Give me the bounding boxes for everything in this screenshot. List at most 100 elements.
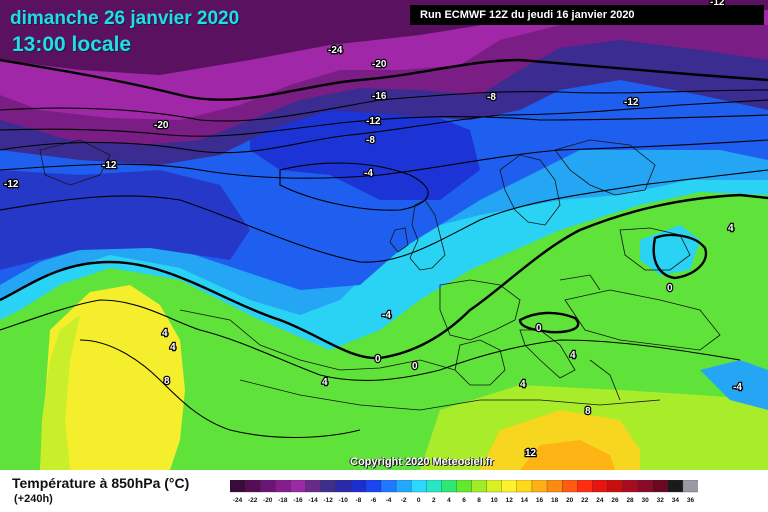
scale-swatch (456, 480, 473, 493)
scale-swatch (471, 480, 488, 493)
scale-swatch (350, 480, 367, 493)
contour-label: 4 (322, 377, 328, 388)
scale-label: 26 (611, 497, 619, 504)
contour-label: -12 (366, 116, 381, 127)
scale-swatch (335, 480, 352, 493)
scale-label: -2 (401, 497, 407, 504)
legend-footer: Température à 850hPa (°C) (+240h) -24 -22… (0, 470, 768, 512)
contour-label: -4 (733, 382, 742, 393)
scale-label: 4 (447, 497, 451, 504)
scale-swatch (682, 480, 698, 493)
scale-swatch (260, 480, 276, 493)
scale-swatch (486, 480, 503, 493)
contour-label: -12 (624, 97, 639, 108)
scale-swatch (320, 480, 337, 493)
scale-swatch (290, 480, 307, 493)
scale-label: 16 (536, 497, 544, 504)
contour-label: -24 (328, 45, 343, 56)
forecast-time: 13:00 locale (12, 33, 132, 56)
scale-swatch (395, 480, 412, 493)
scale-label: -22 (248, 497, 258, 504)
scale-swatch (411, 480, 427, 493)
scale-swatch (426, 480, 443, 493)
scale-swatch (592, 480, 609, 493)
scale-label: 0 (417, 497, 421, 504)
scale-swatch (305, 480, 322, 493)
scale-label: 36 (687, 497, 695, 504)
scale-swatch (577, 480, 593, 493)
scale-label: -12 (323, 497, 333, 504)
scale-label: -24 (233, 497, 243, 504)
scale-label: -4 (386, 497, 392, 504)
contour-label: 0 (667, 283, 673, 294)
scale-label: 32 (657, 497, 665, 504)
contour-label: -4 (382, 310, 391, 321)
contour-label: 12 (525, 448, 537, 459)
scale-label: -8 (355, 497, 361, 504)
contour-label: -8 (366, 135, 375, 146)
color-scale: -24 -22 -20 -18 -16 -14 -12 -10 -8 -6 -4 -2 0 2 4 6 8 10 1… (230, 480, 698, 504)
copyright: Copyright 2020 Meteociel.fr (350, 456, 494, 468)
scale-swatch (546, 480, 563, 493)
scale-swatch (441, 480, 458, 493)
scale-label: -14 (308, 497, 318, 504)
scale-swatch (652, 480, 669, 493)
scale-label: 10 (491, 497, 499, 504)
scale-label: 24 (596, 497, 604, 504)
scale-label: 30 (642, 497, 650, 504)
scale-label: -6 (371, 497, 377, 504)
contour-label: -12 (710, 0, 725, 8)
scale-label: 2 (432, 497, 436, 504)
scale-label: 28 (626, 497, 634, 504)
scale-swatch (607, 480, 624, 493)
contour-label: 8 (585, 406, 591, 417)
contour-label: -20 (154, 120, 169, 131)
scale-swatch (365, 480, 382, 493)
contour-label: 0 (375, 354, 381, 365)
contour-label: 8 (164, 376, 170, 387)
scale-swatch (244, 480, 261, 493)
scale-swatch (516, 480, 533, 493)
scale-swatch (667, 480, 684, 493)
contour-label: 4 (570, 350, 576, 361)
scale-swatch (531, 480, 548, 493)
scale-label: 34 (672, 497, 680, 504)
scale-label: -18 (278, 497, 288, 504)
scale-label: 8 (477, 497, 481, 504)
contour-label: -12 (4, 179, 19, 190)
scale-label: 14 (521, 497, 529, 504)
scale-label: 6 (462, 497, 466, 504)
contour-label: 4 (162, 328, 168, 339)
scale-label: -20 (263, 497, 273, 504)
contour-label: -8 (487, 92, 496, 103)
scale-swatch (561, 480, 578, 493)
contour-label: 4 (170, 342, 176, 353)
contour-label: 0 (412, 361, 418, 372)
contour-label: -16 (372, 91, 387, 102)
contour-label: 4 (520, 379, 526, 390)
scale-label: -10 (339, 497, 349, 504)
legend-title: Température à 850hPa (°C) (12, 475, 190, 491)
forecast-date: dimanche 26 janvier 2020 (10, 8, 240, 29)
contour-label: -20 (372, 59, 387, 70)
contour-label: 4 (728, 223, 734, 234)
contour-label: 0 (536, 323, 542, 334)
scale-swatch (380, 480, 397, 493)
contour-label: -4 (364, 168, 373, 179)
scale-swatch (501, 480, 518, 493)
scale-swatch (230, 480, 246, 493)
scale-label: 22 (581, 497, 589, 504)
scale-label: 20 (566, 497, 574, 504)
scale-swatch (275, 480, 292, 493)
contour-labels: -24 -20 -16 -12 -8 -20 -12 -12 -12 -8 -4… (3, 0, 744, 460)
legend-lead-time: (+240h) (14, 493, 53, 505)
scale-label: 12 (506, 497, 514, 504)
scale-swatch (622, 480, 639, 493)
contour-label: -12 (102, 160, 117, 171)
scale-swatch (637, 480, 654, 493)
scale-label: 18 (551, 497, 559, 504)
temperature-map: -24 -20 -16 -12 -8 -20 -12 -12 -12 -8 -4… (0, 0, 768, 470)
run-info: Run ECMWF 12Z du jeudi 16 janvier 2020 (410, 5, 764, 25)
scale-label: -16 (293, 497, 303, 504)
